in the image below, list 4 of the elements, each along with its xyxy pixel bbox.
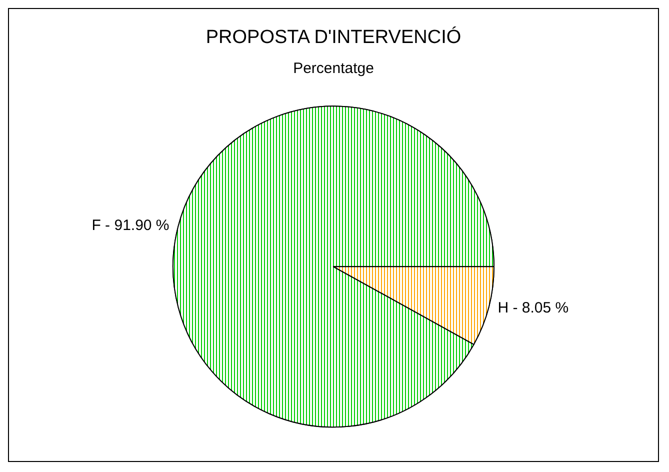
slice-label: F - 91.90 % bbox=[92, 216, 170, 234]
chart-title: PROPOSTA D'INTERVENCIÓ bbox=[206, 26, 462, 48]
slice-label: H - 8.05 % bbox=[498, 299, 569, 316]
chart-subtitle: Percentatge bbox=[293, 60, 374, 77]
